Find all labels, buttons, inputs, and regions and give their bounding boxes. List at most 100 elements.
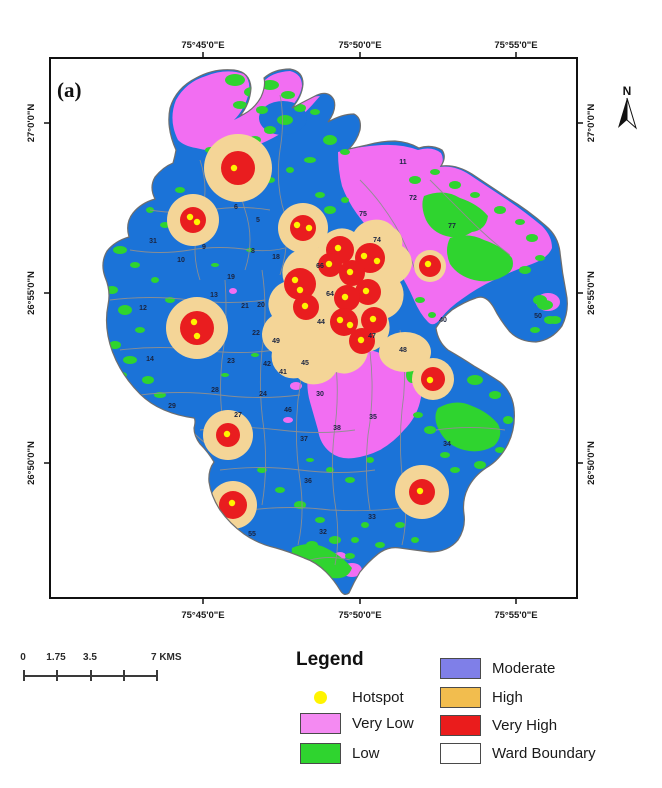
legend-label: Hotspot: [352, 689, 404, 706]
legend-label: Very Low: [352, 715, 414, 732]
scale-label-7kms: 7 KMS: [151, 652, 182, 663]
ward-number: 36: [304, 478, 312, 485]
scale-bar: 0 1.75 3.5 7 KMS: [0, 648, 240, 690]
axis-label-bottom-3: 75°55'0"E: [494, 610, 537, 621]
hotspot-dot: [291, 276, 299, 284]
axis-label-left-2: 26°55'0"N: [26, 271, 37, 315]
ward-number: 64: [326, 291, 334, 298]
hotspot-dot: [230, 164, 238, 172]
hotspot-dot: [193, 218, 201, 226]
ward-boundary-swatch: [440, 743, 481, 764]
hotspot-dot: [193, 332, 201, 340]
axis-label-right-3: 26°50'0"N: [586, 441, 597, 485]
legend-label: High: [492, 689, 523, 706]
hotspot-dot: [357, 336, 365, 344]
hotspot-dot: [426, 376, 434, 384]
ward-number: 10: [177, 257, 185, 264]
legend-label: Moderate: [492, 660, 556, 677]
ward-number: 37: [300, 436, 308, 443]
scale-tick: [156, 670, 158, 681]
hotspot-very-high-ring: [330, 308, 358, 336]
axis-label-left-1: 27°0'0"N: [26, 104, 37, 143]
legend-label: Very High: [492, 717, 558, 734]
hotspot-dot: [336, 316, 344, 324]
hotspot-dot: [369, 315, 377, 323]
north-arrow-icon: N: [618, 84, 637, 130]
very-low-swatch: [300, 713, 341, 734]
scale-tick: [89, 670, 92, 681]
axis-label-left-3: 26°50'0"N: [26, 441, 37, 485]
hotspot-dot: [334, 244, 342, 252]
ward-number: 47: [368, 333, 376, 340]
hotspot-very-high-ring: [284, 268, 316, 300]
ward-number: 20: [257, 302, 265, 309]
ward-number: 28: [211, 387, 219, 394]
north-arrow-n-label: N: [623, 84, 632, 98]
ward-number: 11: [399, 159, 407, 166]
ward-number: 30: [316, 391, 324, 398]
ward-number: 13: [210, 292, 218, 299]
axis-label-bottom-1: 75°45'0"E: [181, 610, 224, 621]
axis-label-top-2: 75°50'0"E: [338, 40, 381, 51]
legend-label: Ward Boundary: [492, 745, 596, 762]
ward-number: 24: [259, 391, 267, 398]
ward-number: 18: [272, 254, 280, 261]
hotspot-very-high-ring: [221, 151, 255, 185]
high-swatch: [440, 687, 481, 708]
legend-item-ward-boundary: Ward Boundary: [440, 743, 596, 764]
ward-number: 48: [399, 347, 407, 354]
ward-number: 31: [149, 238, 157, 245]
scale-label-35: 3.5: [83, 652, 97, 663]
ward-number: 42: [263, 361, 271, 368]
ward-number: 19: [227, 274, 235, 281]
legend-item-low: Low: [300, 743, 380, 764]
legend-item-very-low: Very Low: [300, 713, 414, 734]
graticule-ticks: [44, 52, 583, 604]
legend-item-high: High: [440, 687, 523, 708]
hotspot-very-high-ring: [180, 207, 206, 233]
hotspot-dot: [346, 321, 354, 329]
map-frame: [49, 57, 578, 599]
ward-number: 38: [333, 425, 341, 432]
hotspot-dot: [362, 287, 370, 295]
hotspots-layer: [166, 134, 454, 529]
hotspot-dot: [186, 213, 194, 221]
ward-number: 75: [359, 211, 367, 218]
legend-title: Legend: [296, 649, 364, 670]
low-regions: [106, 74, 561, 579]
legend-item-very-high: Very High: [440, 715, 557, 736]
hotspot-very-high-ring: [180, 311, 214, 345]
very-high-swatch: [440, 715, 481, 736]
hotspot-dot: [325, 260, 333, 268]
map-content: 31 6 5 9 8 10 18 19 13 12 21 20 66 64 22 49 44 47 48 40 11 75…: [102, 68, 568, 596]
ward-number: 29: [168, 403, 176, 410]
scale-tick: [56, 670, 58, 681]
ward-number: 12: [139, 305, 147, 312]
ward-number: 23: [227, 358, 235, 365]
scale-label-175: 1.75: [46, 652, 66, 663]
moderate-swatch: [440, 658, 481, 679]
hotspot-dot: [293, 221, 301, 229]
scale-tick: [123, 670, 125, 681]
ward-number: 72: [409, 195, 417, 202]
hotspot-dot-icon: [314, 691, 327, 704]
city-outline: [102, 68, 568, 596]
hotspot-dot: [301, 302, 309, 310]
ward-number: 46: [284, 407, 292, 414]
legend: Legend Hotspot Very Low Low Moderate Hig…: [288, 645, 660, 785]
axis-label-top-1: 75°45'0"E: [181, 40, 224, 51]
ward-number: 22: [252, 330, 260, 337]
ward-number: 32: [319, 529, 327, 536]
figure-panel-label: (a): [57, 78, 82, 102]
ward-number: 74: [373, 237, 381, 244]
low-swatch: [300, 743, 341, 764]
ward-number: 21: [241, 303, 249, 310]
legend-label: Low: [352, 745, 380, 762]
hotspot-dot: [424, 260, 432, 268]
hotspot-very-high-ring: [290, 215, 316, 241]
ward-number: 40: [439, 317, 447, 324]
ward-number: 8: [251, 248, 255, 255]
axis-label-bottom-2: 75°50'0"E: [338, 610, 381, 621]
